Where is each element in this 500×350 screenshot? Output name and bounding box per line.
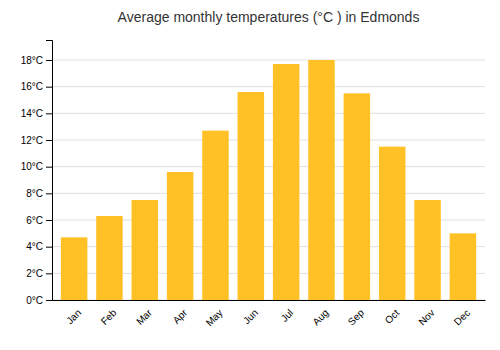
y-tick-label: 8°C [26,188,43,199]
bar [379,147,406,300]
y-tick-mark [46,247,52,248]
y-tick-label: 10°C [21,161,43,172]
x-tick: Aug [310,307,330,327]
x-tick: Feb [99,307,119,327]
bar [238,92,265,300]
y-tick: 10°C [21,161,52,172]
bar [273,64,300,300]
x-tick-label: Aug [310,307,330,327]
x-axis: Jan Feb Mar Apr May Jun Jul Aug Sep Oct Nov Dec [53,301,486,329]
y-tick: 2°C [26,268,52,279]
grid-line [52,193,485,194]
y-tick: 0°C [26,295,52,306]
y-tick-mark [46,300,52,301]
y-tick: 16°C [21,81,52,92]
y-tick-mark [46,167,52,168]
bar [308,60,335,300]
bar [132,200,159,300]
y-tick-label: 12°C [21,135,43,146]
y-tick-mark [46,193,52,194]
y-tick-label: 14°C [21,108,43,119]
y-tick-label: 0°C [26,295,43,306]
x-tick: Sep [346,307,367,328]
x-tick-label: Oct [383,307,402,326]
y-tick: 8°C [26,188,52,199]
bar [450,233,477,300]
y-tick-label: 2°C [26,268,43,279]
x-tick: Jan [64,307,83,326]
x-tick: Jul [279,307,296,324]
x-tick-label: Sep [346,307,367,328]
y-tick: 4°C [26,241,52,252]
x-tick: May [204,307,225,328]
x-tick-label: May [204,307,225,328]
bar [202,131,229,300]
y-tick-label: 4°C [26,241,43,252]
y-tick-label: 6°C [26,215,43,226]
y-axis-line [46,41,53,301]
x-tick-label: Jun [241,307,260,326]
bar [344,93,371,300]
y-tick-mark [46,87,52,88]
x-axis-line [53,300,486,301]
y-tick: 14°C [21,108,52,119]
y-tick-label: 16°C [21,81,43,92]
x-tick-label: Feb [99,307,119,327]
x-tick-label: Mar [134,307,154,327]
title: Average monthly temperatures (°C ) in Ed… [118,9,420,25]
grid-line [52,113,485,114]
x-tick-label: Jan [64,307,83,326]
x-tick: Nov [416,307,436,327]
x-tick: Dec [452,307,472,327]
bar [61,237,88,300]
x-tick: Jun [241,307,260,326]
y-axis: 0°C 2°C 4°C 6°C 8°C 10°C 12°C 14°C 16°C 18°C [21,41,53,306]
x-tick-label: Jul [279,307,296,324]
grid-line [52,166,485,167]
grid-line [52,86,485,87]
y-tick-mark [46,273,52,274]
y-tick: 18°C [21,55,52,66]
plot: 0°C 2°C 4°C 6°C 8°C 10°C 12°C 14°C 16°C 18°C Jan Fe… [21,41,486,329]
x-tick-label: Dec [452,307,472,327]
bar [167,172,194,300]
y-tick: 12°C [21,135,52,146]
bar [96,216,123,300]
y-tick-mark [46,60,52,61]
x-tick: Oct [383,307,402,326]
x-tick: Apr [171,307,190,326]
y-tick-mark [46,140,52,141]
x-tick-label: Apr [171,307,190,326]
bars [61,60,476,300]
y-tick-mark [46,113,52,114]
chart: 0°C 2°C 4°C 6°C 8°C 10°C 12°C 14°C 16°C 18°C Jan Fe… [0,0,500,350]
y-tick-mark [46,220,52,221]
grid [52,60,485,300]
bar [414,200,441,300]
grid-line [52,140,485,141]
x-tick-label: Nov [416,307,436,327]
y-tick-label: 18°C [21,55,43,66]
y-tick: 6°C [26,215,52,226]
grid-line [52,60,485,61]
x-tick: Mar [134,307,154,327]
